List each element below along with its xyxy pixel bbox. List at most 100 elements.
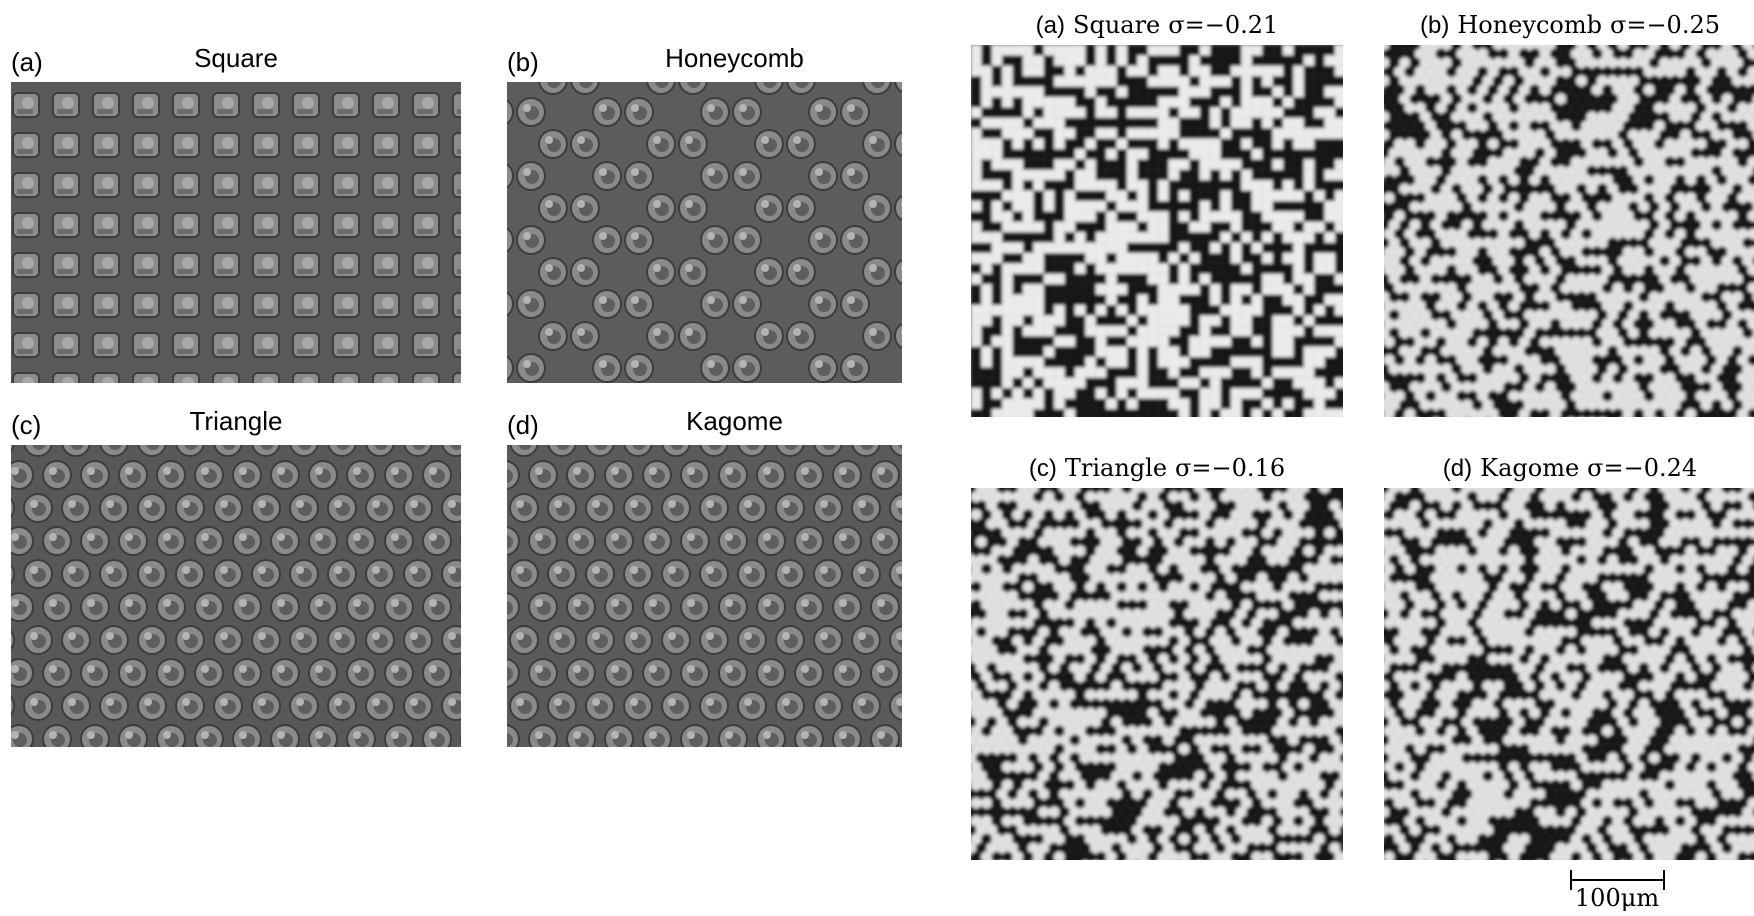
cell	[1065, 170, 1075, 180]
cell	[1241, 232, 1251, 242]
cell	[1335, 253, 1345, 263]
cell	[1262, 399, 1272, 409]
cell	[1075, 87, 1085, 97]
cell	[1189, 211, 1199, 221]
cell	[1231, 243, 1241, 253]
cell	[1231, 107, 1241, 117]
cell	[1002, 170, 1012, 180]
cell	[1200, 305, 1210, 315]
simulation	[1378, 39, 1754, 437]
cell	[1023, 118, 1033, 128]
cell	[1325, 253, 1335, 263]
cell	[1179, 399, 1189, 409]
cell	[1283, 107, 1293, 117]
cell	[1013, 378, 1023, 388]
cell	[1446, 427, 1457, 438]
cell	[1137, 180, 1147, 190]
cell	[1033, 191, 1043, 201]
cell	[981, 399, 991, 409]
cell	[1169, 211, 1179, 221]
cell	[1221, 232, 1231, 242]
cell	[1189, 45, 1199, 55]
cell	[1273, 284, 1283, 294]
cell	[1033, 201, 1043, 211]
cell	[1189, 159, 1199, 169]
cell	[1194, 861, 1205, 872]
cell	[1283, 45, 1293, 55]
cell	[1106, 409, 1116, 419]
cell	[1262, 170, 1272, 180]
cell	[1096, 139, 1106, 149]
cell	[1335, 347, 1345, 357]
cell	[992, 336, 1002, 346]
cell	[1221, 378, 1231, 388]
cell	[1210, 107, 1220, 117]
cell	[1012, 870, 1023, 881]
cell	[1283, 55, 1293, 65]
cell	[1127, 870, 1138, 881]
cell	[1335, 170, 1345, 180]
cell	[1117, 305, 1127, 315]
cell	[1680, 418, 1691, 429]
cell	[1065, 107, 1075, 117]
cell	[1168, 852, 1179, 863]
cell	[1508, 409, 1519, 420]
cell	[1023, 336, 1033, 346]
cell	[1117, 263, 1127, 273]
cell	[1054, 326, 1064, 336]
cell	[1508, 427, 1519, 438]
cell	[1054, 232, 1064, 242]
cell	[1002, 870, 1013, 881]
cell	[1335, 222, 1345, 232]
cell	[1085, 852, 1096, 863]
cell	[1304, 243, 1314, 253]
cell	[1314, 409, 1324, 419]
cell	[1044, 253, 1054, 263]
cell	[1252, 409, 1262, 419]
cell	[1314, 128, 1324, 138]
cell	[1273, 211, 1283, 221]
cell	[1293, 97, 1303, 107]
cell	[1137, 347, 1147, 357]
cell	[1065, 66, 1075, 76]
cell	[1262, 211, 1272, 221]
cell	[1189, 55, 1199, 65]
cell	[1148, 139, 1158, 149]
cell	[1085, 326, 1095, 336]
cell	[1044, 107, 1054, 117]
cell	[1044, 170, 1054, 180]
cell	[1137, 263, 1147, 273]
cell	[992, 399, 1002, 409]
cell	[1456, 427, 1467, 438]
cell	[1221, 399, 1231, 409]
cell	[1106, 399, 1116, 409]
cell	[1117, 274, 1127, 284]
cell	[1335, 315, 1345, 325]
cell	[1477, 409, 1488, 420]
cell	[1283, 409, 1293, 419]
cell	[1241, 180, 1251, 190]
cell	[1096, 66, 1106, 76]
cell	[1252, 159, 1262, 169]
cell	[1023, 45, 1033, 55]
cell	[1659, 418, 1670, 429]
cell	[1345, 636, 1356, 647]
cell	[1148, 347, 1158, 357]
cell	[1189, 336, 1199, 346]
cell	[1013, 326, 1023, 336]
cell	[1252, 378, 1262, 388]
cell	[1241, 284, 1251, 294]
cell	[1096, 87, 1106, 97]
cell	[1200, 180, 1210, 190]
cell	[971, 870, 982, 881]
cell	[1179, 118, 1189, 128]
cell	[1075, 107, 1085, 117]
cell	[1085, 367, 1095, 377]
cell	[1436, 427, 1447, 438]
cell	[1023, 87, 1033, 97]
cell	[992, 388, 1002, 398]
cell	[1023, 305, 1033, 315]
cell	[1304, 295, 1314, 305]
cell	[1314, 305, 1324, 315]
cell	[1221, 149, 1231, 159]
